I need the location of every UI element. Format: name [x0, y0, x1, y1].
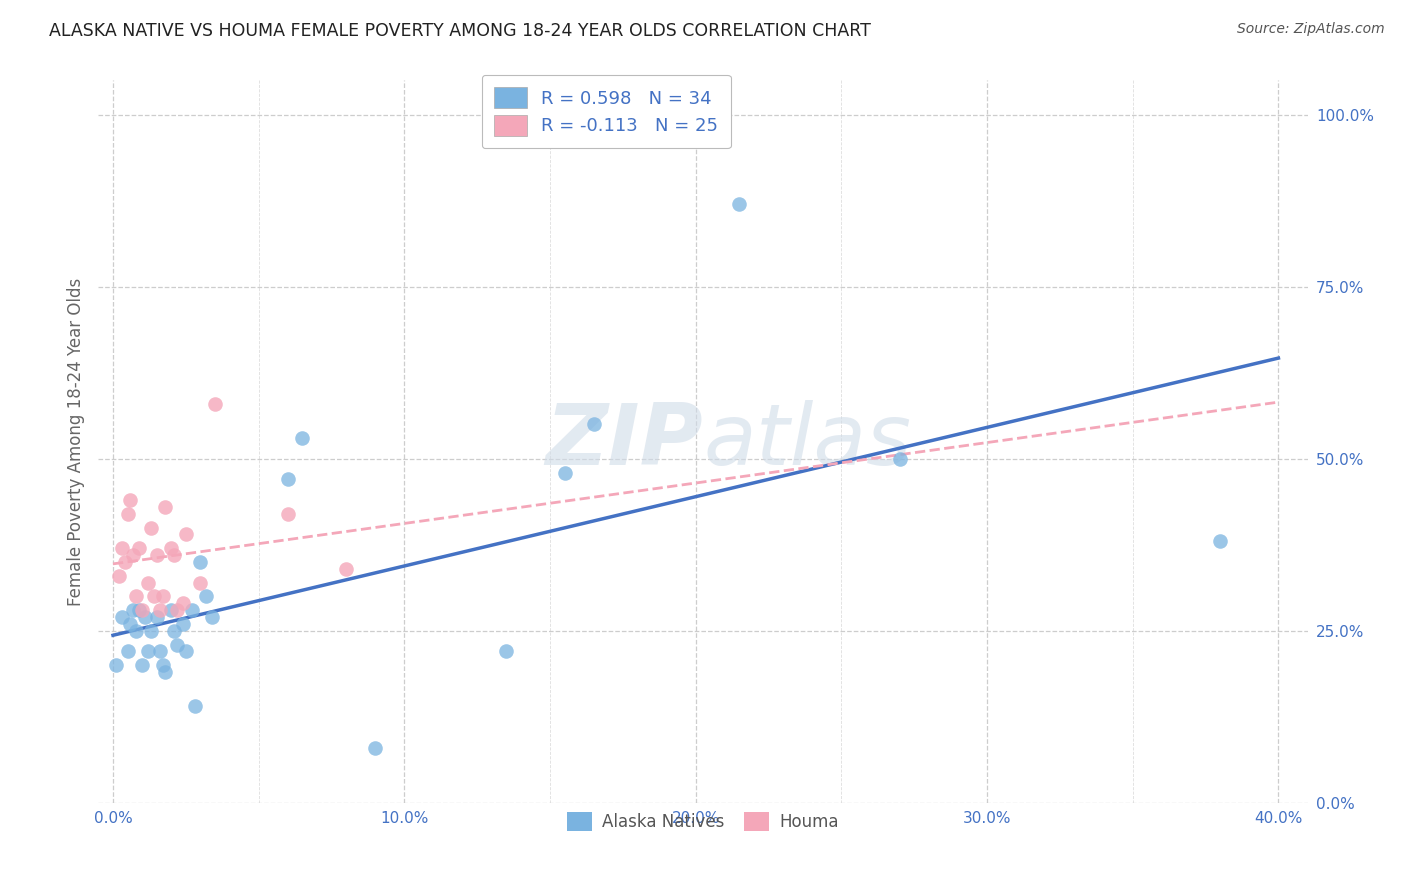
Point — [554, 466, 576, 480]
Text: ALASKA NATIVE VS HOUMA FEMALE POVERTY AMONG 18-24 YEAR OLDS CORRELATION CHART: ALASKA NATIVE VS HOUMA FEMALE POVERTY AM… — [49, 22, 872, 40]
Point — [277, 507, 299, 521]
Point — [111, 610, 134, 624]
Text: ZIP: ZIP — [546, 400, 703, 483]
Point — [128, 603, 150, 617]
Point — [190, 575, 212, 590]
Point — [1209, 534, 1232, 549]
Point — [125, 624, 148, 638]
Point — [111, 541, 134, 556]
Point — [163, 624, 186, 638]
Point — [117, 644, 139, 658]
Point — [160, 541, 183, 556]
Point — [128, 541, 150, 556]
Point — [139, 624, 162, 638]
Point — [131, 603, 153, 617]
Point — [131, 658, 153, 673]
Point — [108, 568, 131, 582]
Point — [122, 548, 145, 562]
Point — [149, 644, 172, 658]
Point — [122, 603, 145, 617]
Point — [180, 603, 202, 617]
Point — [166, 603, 188, 617]
Point — [155, 500, 177, 514]
Point — [160, 603, 183, 617]
Point — [201, 610, 224, 624]
Point — [195, 590, 218, 604]
Point — [142, 590, 165, 604]
Point — [152, 590, 174, 604]
Point — [125, 590, 148, 604]
Point — [120, 616, 142, 631]
Point — [152, 658, 174, 673]
Legend: Alaska Natives, Houma: Alaska Natives, Houma — [561, 805, 845, 838]
Point — [139, 520, 162, 534]
Point — [114, 555, 136, 569]
Point — [495, 644, 517, 658]
Point — [291, 431, 314, 445]
Point — [174, 644, 197, 658]
Point — [136, 644, 159, 658]
Point — [174, 527, 197, 541]
Point — [149, 603, 172, 617]
Point — [204, 397, 226, 411]
Point — [335, 562, 357, 576]
Point — [728, 197, 751, 211]
Point — [163, 548, 186, 562]
Point — [117, 507, 139, 521]
Text: atlas: atlas — [703, 400, 911, 483]
Point — [172, 616, 194, 631]
Text: Source: ZipAtlas.com: Source: ZipAtlas.com — [1237, 22, 1385, 37]
Point — [134, 610, 156, 624]
Point — [364, 740, 387, 755]
Point — [183, 699, 205, 714]
Point — [172, 596, 194, 610]
Point — [145, 610, 167, 624]
Point — [136, 575, 159, 590]
Point — [166, 638, 188, 652]
Y-axis label: Female Poverty Among 18-24 Year Olds: Female Poverty Among 18-24 Year Olds — [66, 277, 84, 606]
Point — [104, 658, 127, 673]
Point — [190, 555, 212, 569]
Point — [277, 472, 299, 486]
Point — [120, 493, 142, 508]
Point — [582, 417, 605, 432]
Point — [155, 665, 177, 679]
Point — [889, 451, 911, 466]
Point — [145, 548, 167, 562]
